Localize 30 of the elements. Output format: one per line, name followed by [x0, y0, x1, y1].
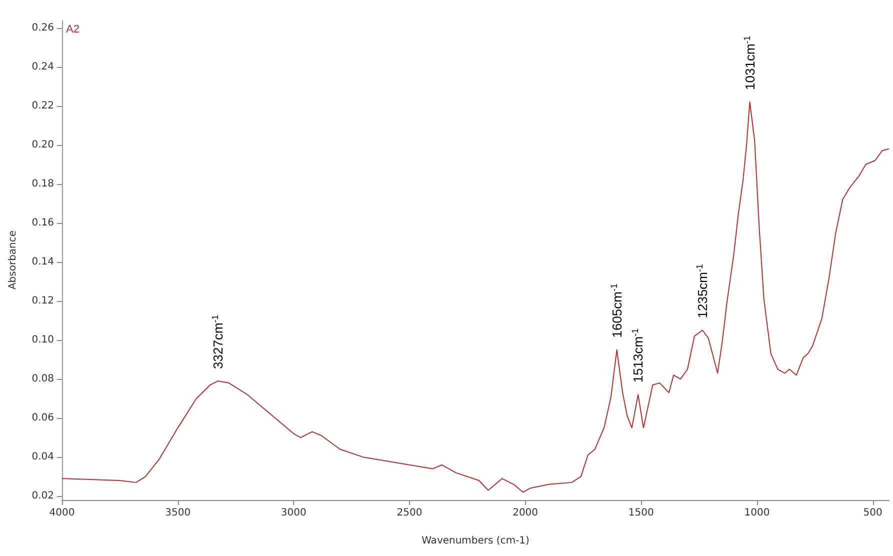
y-tick-label: 0.24 [32, 61, 54, 72]
y-tick-label: 0.14 [32, 256, 54, 268]
x-tick-label: 4000 [49, 508, 75, 518]
x-tick-label: 2500 [396, 508, 422, 518]
y-tick-label: 0.20 [32, 139, 54, 150]
y-tick-label: 0.10 [32, 334, 54, 346]
y-tick-label: 0.08 [32, 374, 54, 385]
x-tick-label: 500 [863, 508, 882, 518]
annotation: 1513cm-1 [630, 328, 646, 383]
y-tick-label: 0.22 [32, 100, 54, 112]
y-tick-label: 0.12 [32, 295, 54, 306]
annotation: 1031cm-1 [742, 36, 758, 90]
x-tick-label: 3500 [165, 508, 191, 518]
y-axis-title: Absorbance [8, 230, 18, 290]
y-tick-label: 0.02 [32, 490, 54, 502]
annotation: 1235cm-1 [694, 264, 710, 318]
x-axis-title: Wavenumbers (cm-1) [422, 536, 530, 546]
y-tick-label: 0.04 [32, 452, 54, 463]
x-tick-label: 1500 [628, 508, 654, 518]
annotation: 3327cm-1 [210, 314, 226, 369]
y-tick-label: 0.16 [32, 217, 54, 228]
y-tick-label: 0.26 [32, 22, 54, 34]
annotation: 1605cm-1 [608, 283, 624, 338]
x-tick-label: 3000 [280, 508, 306, 518]
y-tick-label: 0.18 [32, 178, 54, 190]
line-series [62, 101, 890, 493]
x-tick-label: 2000 [512, 508, 538, 518]
y-tick-label: 0.06 [32, 412, 54, 424]
x-tick-label: 1000 [744, 508, 770, 518]
annotation: A2 [66, 24, 80, 36]
